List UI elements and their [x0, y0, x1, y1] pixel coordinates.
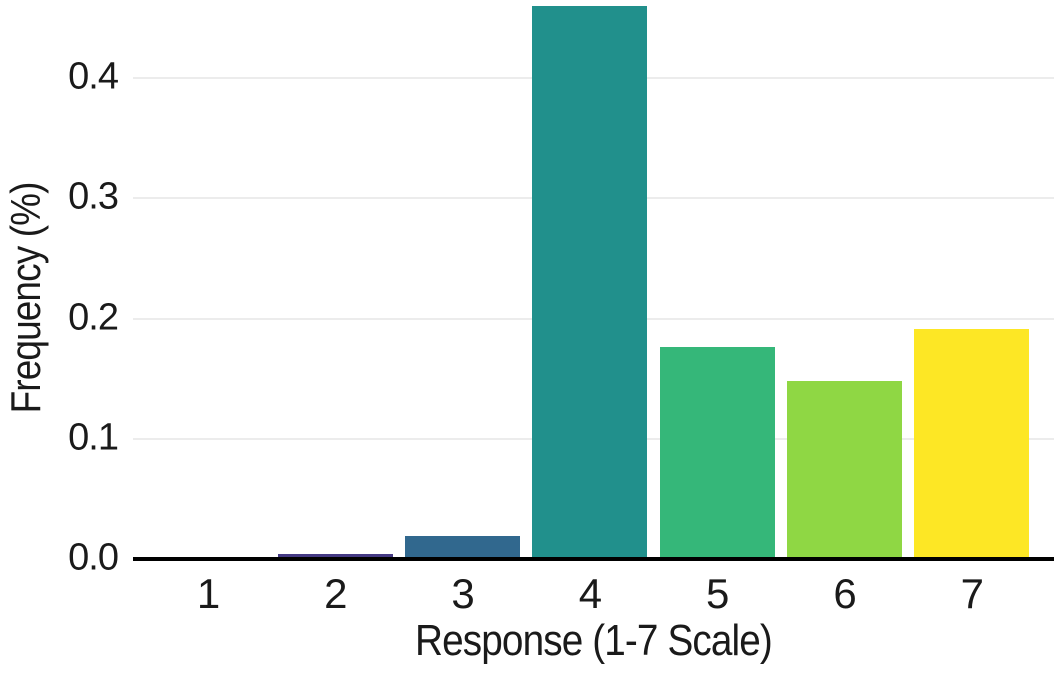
- y-tick-label-0.2: 0.2: [68, 296, 119, 339]
- x-axis-title: Response (1-7 Scale): [415, 616, 773, 665]
- x-tick-label-4: 4: [578, 570, 602, 617]
- y-tick-label-0.3: 0.3: [68, 175, 119, 218]
- bar-7: [914, 329, 1030, 559]
- bar-2: [277, 554, 393, 559]
- y-tick-label-0.0: 0.0: [68, 536, 119, 579]
- x-axis-line: [133, 557, 1054, 561]
- bar-6: [787, 381, 902, 559]
- x-tick-label-7: 7: [960, 570, 984, 617]
- x-tick-label-2: 2: [324, 570, 347, 617]
- x-tick-label-6: 6: [833, 570, 856, 617]
- plot-area: [133, 0, 1054, 562]
- bar-5: [659, 347, 775, 559]
- y-tick-label-0.4: 0.4: [68, 55, 119, 98]
- x-tick-label-3: 3: [451, 570, 474, 617]
- x-tick-label-5: 5: [706, 570, 729, 617]
- y-tick-label-0.1: 0.1: [68, 416, 119, 459]
- x-tick-label-1: 1: [196, 570, 220, 617]
- bar-3: [405, 536, 521, 559]
- bar-4: [532, 5, 648, 559]
